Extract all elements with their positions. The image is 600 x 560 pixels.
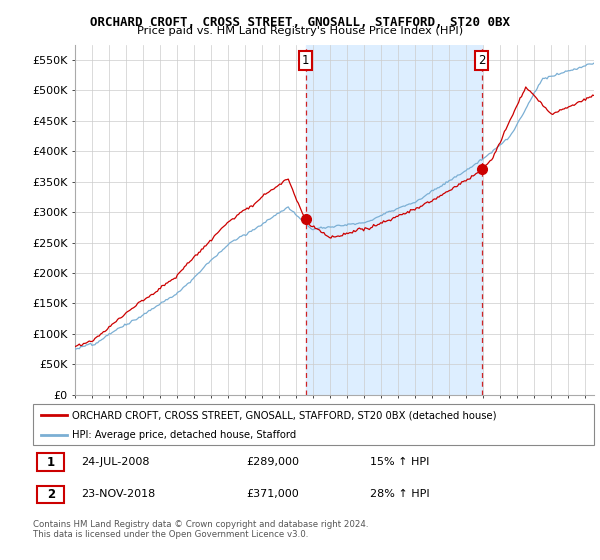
- Text: 24-JUL-2008: 24-JUL-2008: [80, 457, 149, 467]
- Text: 28% ↑ HPI: 28% ↑ HPI: [370, 489, 429, 500]
- Text: 23-NOV-2018: 23-NOV-2018: [80, 489, 155, 500]
- Text: 1: 1: [302, 54, 310, 67]
- Text: 2: 2: [47, 488, 55, 501]
- FancyBboxPatch shape: [37, 454, 64, 471]
- Text: £289,000: £289,000: [246, 457, 299, 467]
- Text: HPI: Average price, detached house, Stafford: HPI: Average price, detached house, Staf…: [72, 430, 296, 440]
- Text: Price paid vs. HM Land Registry's House Price Index (HPI): Price paid vs. HM Land Registry's House …: [137, 26, 463, 36]
- Text: 2: 2: [478, 54, 485, 67]
- Text: £371,000: £371,000: [246, 489, 299, 500]
- Text: 15% ↑ HPI: 15% ↑ HPI: [370, 457, 429, 467]
- Text: ORCHARD CROFT, CROSS STREET, GNOSALL, STAFFORD, ST20 0BX: ORCHARD CROFT, CROSS STREET, GNOSALL, ST…: [90, 16, 510, 29]
- Text: 1: 1: [47, 456, 55, 469]
- Bar: [306, 45, 482, 395]
- Text: Contains HM Land Registry data © Crown copyright and database right 2024.
This d: Contains HM Land Registry data © Crown c…: [33, 520, 368, 539]
- FancyBboxPatch shape: [37, 486, 64, 503]
- FancyBboxPatch shape: [33, 404, 594, 445]
- Text: ORCHARD CROFT, CROSS STREET, GNOSALL, STAFFORD, ST20 0BX (detached house): ORCHARD CROFT, CROSS STREET, GNOSALL, ST…: [72, 410, 497, 421]
